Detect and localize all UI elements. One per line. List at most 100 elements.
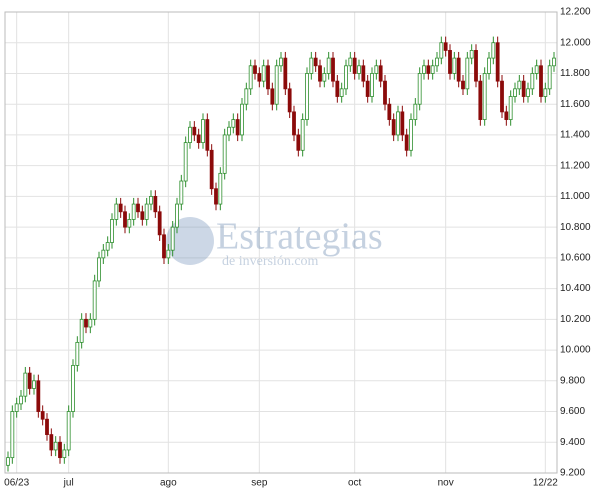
candle-body bbox=[88, 318, 93, 328]
x-tick-label: sep bbox=[251, 478, 268, 489]
plot-frame bbox=[4, 11, 558, 474]
candle-body bbox=[370, 73, 374, 97]
candle-body bbox=[361, 65, 366, 82]
candle-body bbox=[162, 234, 166, 259]
y-tick-label: 11.200 bbox=[560, 160, 590, 171]
candle-body bbox=[235, 119, 240, 136]
candle-body bbox=[344, 65, 348, 90]
candle-body bbox=[179, 180, 184, 205]
candle-body bbox=[227, 126, 231, 136]
x-tick-label: nov bbox=[438, 478, 454, 489]
candle-body bbox=[508, 96, 513, 120]
candle-body bbox=[270, 88, 275, 105]
candle-body bbox=[456, 57, 461, 82]
candle-body bbox=[539, 65, 543, 97]
y-tick-label: 9.400 bbox=[560, 437, 585, 448]
candle-body bbox=[274, 65, 279, 105]
candle-body bbox=[27, 372, 32, 389]
candle-body bbox=[279, 57, 283, 67]
candle-body bbox=[131, 203, 136, 220]
candle-body bbox=[79, 318, 84, 343]
candle-body bbox=[218, 172, 223, 205]
candle-body bbox=[396, 111, 400, 136]
candle-body bbox=[14, 403, 19, 412]
candle-body bbox=[482, 73, 487, 120]
candle-body bbox=[322, 73, 327, 82]
candle-body bbox=[231, 119, 236, 128]
x-tick-label: jul bbox=[63, 478, 74, 489]
candle-body bbox=[391, 119, 396, 136]
candle-body bbox=[400, 111, 405, 136]
candle-body bbox=[253, 65, 257, 74]
candle-body bbox=[374, 65, 379, 74]
candle-body bbox=[84, 318, 88, 328]
candle-body bbox=[378, 65, 383, 82]
candle-body bbox=[487, 57, 491, 74]
candle-body bbox=[495, 42, 500, 82]
candle-body bbox=[404, 134, 409, 151]
candle-body bbox=[313, 57, 318, 67]
candle-body bbox=[326, 57, 331, 74]
candle-body bbox=[422, 65, 426, 74]
candle-body bbox=[283, 57, 288, 90]
x-tick-label: 12/22 bbox=[533, 478, 558, 489]
candle-body bbox=[352, 57, 357, 74]
candle-body bbox=[465, 57, 470, 90]
candle-body bbox=[248, 65, 253, 90]
candle-body bbox=[409, 119, 413, 151]
y-tick-label: 10.000 bbox=[560, 345, 591, 356]
y-tick-label: 12.200 bbox=[560, 7, 591, 18]
candle-body bbox=[114, 203, 119, 220]
candle-body bbox=[292, 111, 296, 136]
candle-body bbox=[383, 80, 387, 105]
candle-body bbox=[309, 57, 314, 74]
candle-body bbox=[513, 88, 517, 97]
watermark: Estrategias de inversión.com bbox=[166, 216, 383, 269]
candle-body bbox=[101, 249, 106, 259]
candle-body bbox=[387, 103, 392, 120]
candle-body bbox=[504, 111, 509, 120]
candle-body bbox=[175, 203, 179, 228]
candle-body bbox=[23, 372, 28, 397]
watermark-title: Estrategias bbox=[216, 216, 383, 258]
candle-body bbox=[205, 119, 210, 151]
candle-body bbox=[49, 434, 54, 451]
y-tick-label: 10.800 bbox=[560, 222, 591, 233]
candle-body bbox=[222, 134, 227, 174]
candle-body bbox=[339, 88, 344, 97]
candle-body bbox=[153, 195, 158, 213]
y-tick-label: 11.400 bbox=[560, 130, 590, 141]
candle-body bbox=[140, 211, 145, 220]
candle-body bbox=[500, 80, 504, 113]
candle-body bbox=[331, 57, 335, 82]
candle-body bbox=[110, 219, 114, 243]
candle-body bbox=[92, 280, 97, 320]
candle-body bbox=[357, 65, 361, 74]
y-tick-label: 9.200 bbox=[560, 468, 585, 479]
y-tick-label: 11.000 bbox=[560, 191, 590, 202]
candle-body bbox=[127, 219, 132, 228]
y-tick-label: 11.600 bbox=[560, 99, 590, 110]
candle-body bbox=[365, 80, 370, 97]
candle-body bbox=[136, 203, 140, 213]
candle-body bbox=[192, 126, 197, 136]
candle-body bbox=[474, 50, 478, 82]
y-tick-label: 12.000 bbox=[560, 37, 591, 48]
candle-body bbox=[53, 441, 58, 451]
candle-body bbox=[448, 50, 452, 74]
candle-body bbox=[491, 42, 496, 59]
candle-body bbox=[452, 57, 457, 74]
candle-body bbox=[296, 134, 301, 151]
candle-body bbox=[240, 103, 244, 136]
candle-body bbox=[287, 88, 292, 113]
candle-body bbox=[478, 80, 483, 120]
candle-body bbox=[257, 73, 262, 82]
candle-body bbox=[439, 42, 444, 59]
candle-body bbox=[123, 211, 127, 228]
candle-body bbox=[521, 80, 526, 97]
candle-body bbox=[97, 257, 101, 282]
x-tick-label: ago bbox=[160, 478, 177, 489]
y-tick-label: 10.400 bbox=[560, 283, 591, 294]
watermark-subtitle: de inversión.com bbox=[222, 254, 319, 269]
